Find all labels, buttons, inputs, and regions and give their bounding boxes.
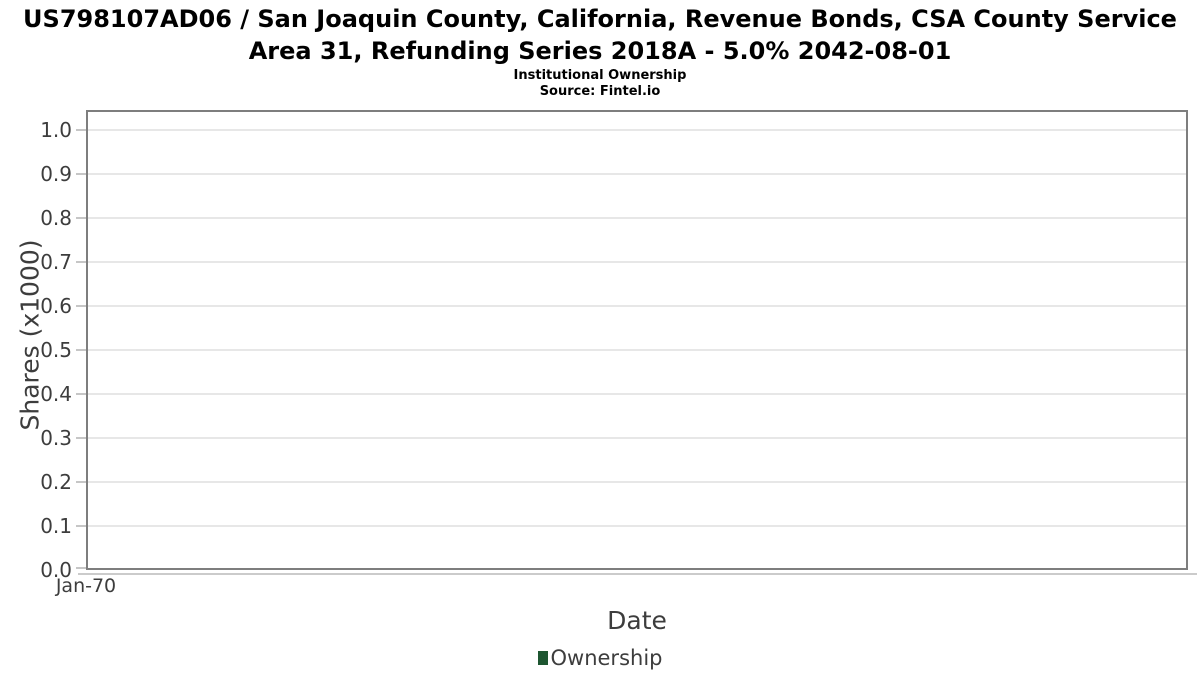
grid-line xyxy=(88,393,1186,395)
y-tick-mark xyxy=(76,481,86,483)
x-axis-title: Date xyxy=(607,606,667,635)
y-tick-mark xyxy=(76,349,86,351)
y-tick-label: 0.6 xyxy=(40,294,72,318)
y-tick-mark xyxy=(76,173,86,175)
grid-line xyxy=(88,129,1186,131)
y-tick-mark xyxy=(76,261,86,263)
y-tick-label: 0.0 xyxy=(40,558,72,582)
y-tick-mark xyxy=(76,129,86,131)
y-tick-mark xyxy=(76,437,86,439)
grid-line xyxy=(88,173,1186,175)
grid-line xyxy=(88,525,1186,527)
y-tick-label: 0.1 xyxy=(40,514,72,538)
plot-area xyxy=(86,110,1188,570)
y-tick-label: 0.8 xyxy=(40,206,72,230)
grid-line xyxy=(88,349,1186,351)
y-tick-label: 0.3 xyxy=(40,426,72,450)
legend-label: Ownership xyxy=(550,646,663,670)
y-tick-mark xyxy=(76,305,86,307)
chart-subtitle: Institutional Ownership xyxy=(513,68,687,83)
y-tick-mark xyxy=(76,393,86,395)
grid-line xyxy=(88,217,1186,219)
y-tick-label: 0.4 xyxy=(40,382,72,406)
y-tick-mark xyxy=(76,567,86,569)
legend-swatch-icon xyxy=(537,651,548,665)
x-tick-label: Jan-70 xyxy=(55,575,117,597)
y-tick-mark xyxy=(76,217,86,219)
y-tick-label: 0.7 xyxy=(40,250,72,274)
legend: Ownership xyxy=(0,645,1200,671)
grid-line xyxy=(88,481,1186,483)
legend-item-ownership[interactable]: Ownership xyxy=(537,646,663,670)
y-tick-label: 0.2 xyxy=(40,470,72,494)
y-tick-label: 1.0 xyxy=(40,118,72,142)
grid-line xyxy=(88,261,1186,263)
grid-line xyxy=(88,437,1186,439)
y-tick-mark xyxy=(76,525,86,527)
x-axis-line xyxy=(78,573,1197,575)
chart-title: US798107AD06 / San Joaquin County, Calif… xyxy=(23,5,1177,65)
y-tick-label: 0.9 xyxy=(40,162,72,186)
y-tick-label: 0.5 xyxy=(40,338,72,362)
grid-line xyxy=(88,305,1186,307)
chart-source: Source: Fintel.io xyxy=(539,84,661,99)
